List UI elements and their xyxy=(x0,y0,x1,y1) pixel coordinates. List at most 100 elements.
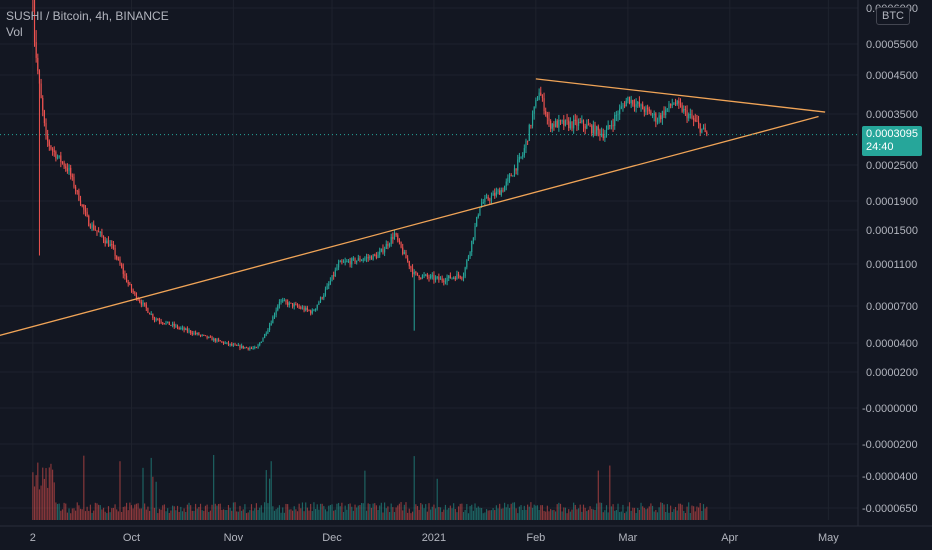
candle-body xyxy=(458,274,459,276)
candle-body xyxy=(280,300,281,301)
volume-bar xyxy=(354,505,355,520)
trendline-support xyxy=(0,117,819,346)
volume-bar xyxy=(481,508,482,520)
volume-bar xyxy=(705,508,706,520)
candle-body xyxy=(216,339,217,341)
last-price-label: 0.0003095 24:40 xyxy=(862,126,922,156)
volume-bar xyxy=(198,507,199,520)
volume-tick-label: -0.0000400 xyxy=(862,471,918,483)
volume-bar xyxy=(414,456,415,520)
candle-body xyxy=(37,58,38,71)
volume-bar xyxy=(698,507,699,520)
candle-body xyxy=(414,272,415,274)
volume-label[interactable]: Vol xyxy=(6,25,23,39)
candle-body xyxy=(420,278,421,279)
volume-bar xyxy=(44,479,45,520)
candle-body xyxy=(111,244,112,245)
volume-bar xyxy=(501,509,502,520)
volume-bar xyxy=(223,509,224,520)
price-tick-label: 0.0002500 xyxy=(866,160,918,172)
candle-body xyxy=(688,114,689,118)
candle-body xyxy=(123,268,124,275)
volume-bar xyxy=(172,506,173,520)
symbol-title[interactable]: SUSHI / Bitcoin, 4h, BINANCE xyxy=(6,9,169,23)
candle-body xyxy=(596,126,597,134)
candle-body xyxy=(327,286,328,290)
volume-bar xyxy=(386,508,387,520)
volume-tick-label: -0.0000000 xyxy=(862,403,918,415)
volume-bar xyxy=(190,505,191,520)
candle-body xyxy=(336,268,337,270)
candle-body xyxy=(384,249,385,253)
volume-bar xyxy=(527,505,528,520)
candle-body xyxy=(650,111,651,115)
candle-body xyxy=(172,324,173,325)
volume-bar xyxy=(47,488,48,520)
candle-body xyxy=(195,333,196,334)
volume-bar xyxy=(471,505,472,520)
volume-bar xyxy=(557,504,558,520)
volume-bar xyxy=(152,477,153,520)
candle-body xyxy=(685,109,686,110)
volume-bar xyxy=(254,508,255,520)
candle-body xyxy=(45,123,46,136)
candle-body xyxy=(427,275,428,277)
candle-body xyxy=(95,230,96,231)
volume-bar xyxy=(118,511,119,520)
price-axis[interactable]: 0.00060000.00055000.00045000.00035000.00… xyxy=(858,0,932,550)
volume-bar xyxy=(562,511,563,520)
volume-bar xyxy=(693,506,694,520)
time-axis[interactable]: 2 Oct Nov Dec 2021 Feb Mar Apr May xyxy=(0,526,932,550)
volume-bar xyxy=(645,509,646,520)
candle-body xyxy=(207,336,208,338)
candle-body xyxy=(230,344,231,345)
volume-bar xyxy=(670,506,671,520)
candle-body xyxy=(387,244,388,246)
candle-body xyxy=(594,125,595,135)
volume-bar xyxy=(42,468,43,520)
volume-bar xyxy=(59,504,60,520)
candle-body xyxy=(455,278,456,280)
candle-body xyxy=(292,303,293,306)
volume-bar xyxy=(350,503,351,520)
candle-body xyxy=(361,260,362,261)
candle-body xyxy=(47,136,48,142)
volume-bar xyxy=(73,508,74,520)
volume-bar xyxy=(325,509,326,520)
time-tick-label: May xyxy=(818,532,839,544)
candle-body xyxy=(417,273,418,276)
volume-bar xyxy=(320,504,321,520)
candle-body xyxy=(535,100,536,106)
volume-bar xyxy=(535,506,536,520)
candle-body xyxy=(190,331,191,333)
volume-bar xyxy=(113,508,114,520)
currency-badge[interactable]: BTC xyxy=(876,7,910,25)
volume-bar xyxy=(425,504,426,520)
candle-body xyxy=(187,329,188,332)
candle-body xyxy=(289,303,290,305)
candle-body xyxy=(693,118,694,120)
volume-bar xyxy=(187,505,188,520)
candle-body xyxy=(184,328,185,330)
candle-body xyxy=(244,347,245,348)
volume-bar xyxy=(348,504,349,520)
candle-body xyxy=(663,111,664,115)
volume-bar xyxy=(83,456,84,520)
candle-body xyxy=(652,115,653,116)
volume-bar xyxy=(497,508,498,520)
candle-body xyxy=(400,242,401,248)
candle-body xyxy=(302,308,303,309)
volume-bar xyxy=(478,506,479,520)
candle-body xyxy=(88,216,89,226)
candle-body xyxy=(142,303,143,305)
candle-body xyxy=(218,339,219,340)
volume-bar xyxy=(271,461,272,520)
volume-bar xyxy=(583,505,584,520)
candle-body xyxy=(527,141,528,142)
volume-bar xyxy=(221,510,222,520)
candle-body xyxy=(677,101,678,104)
volume-bar xyxy=(391,504,392,520)
volume-bar xyxy=(328,506,329,520)
candle-body xyxy=(200,335,201,336)
